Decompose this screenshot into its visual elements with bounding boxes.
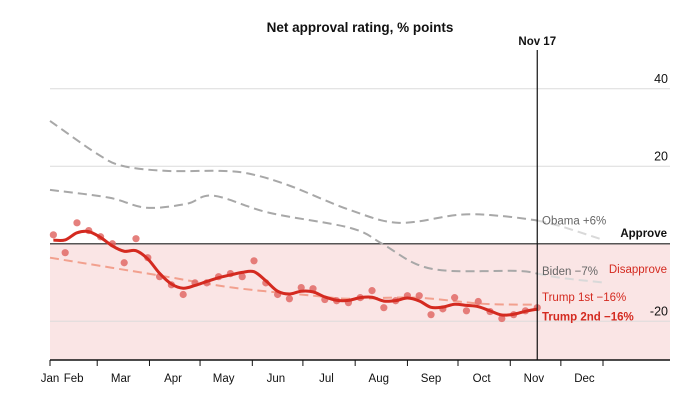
biden-label: Biden −7% [542,266,598,278]
x-tick-label: Apr [164,373,182,385]
x-tick-label: Dec [574,373,595,385]
trump-2nd-poll-dot [451,294,459,302]
approve-label: Approve [620,228,667,240]
y-tick-label: -20 [650,304,668,318]
x-tick-label: Nov [524,373,545,385]
trump-2nd-line [53,229,538,317]
obama-future-line [537,219,600,240]
trump-2nd-poll-dot [179,290,187,299]
x-tick-label: Feb [64,373,84,385]
trump-2nd-poll-dot [61,249,69,257]
trump-2nd-poll-dot [120,259,128,267]
disapprove-label: Disapprove [609,264,667,276]
trump-2nd-poll-dot [462,307,471,315]
trump-2nd-poll-dot [297,283,305,292]
biden-line [49,188,538,275]
trump-2nd-poll-dot [427,311,435,319]
trump-2nd-poll-dot [238,273,246,281]
trump-2nd-poll-dot [73,219,81,227]
trump-2nd-label: Trump 2nd −16% [542,312,634,324]
trump-1st-label: Trump 1st −16% [542,292,626,304]
trump-2nd-poll-dot [368,287,376,295]
chart-title: Net approval rating, % points [267,20,454,35]
trump-2nd-poll-dot [49,231,57,239]
x-tick-label: May [213,373,235,385]
trump-2nd-poll-dot [498,314,506,323]
trump-2nd-poll-dot [415,292,423,300]
trump-2nd-poll-dot [380,304,388,312]
x-tick-label: Mar [111,373,131,385]
y-tick-label: 20 [654,149,668,163]
x-tick-label: Oct [473,373,492,385]
trump-1st-line [49,256,538,306]
x-tick-label: Jan [41,373,60,385]
trump-2nd-poll-dot [285,295,294,303]
nov-17-marker-label: Nov 17 [518,36,556,48]
trump-2nd-poll-dot [474,297,482,306]
obama-line [49,120,538,224]
biden-future-line [537,272,604,284]
obama-label: Obama +6% [542,216,606,228]
x-tick-label: Sep [421,373,441,385]
y-tick-label: 40 [654,72,668,86]
x-tick-label: Jun [267,373,286,385]
trump-2nd-poll-dot [250,257,258,265]
x-tick-label: Jul [319,373,334,385]
trump-2nd-poll-dot [132,235,140,243]
x-tick-label: Aug [369,373,389,385]
